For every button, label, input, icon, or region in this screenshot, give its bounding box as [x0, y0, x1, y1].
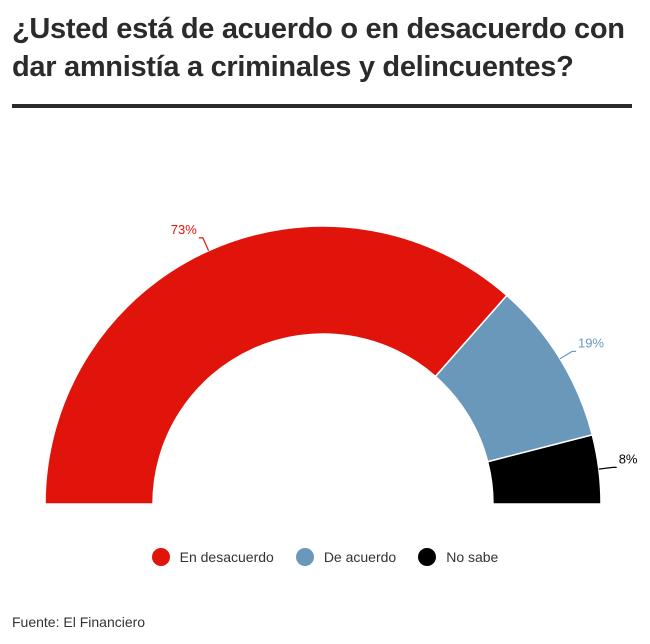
title-divider [12, 104, 632, 108]
legend-swatch-en-desacuerdo [151, 548, 170, 566]
legend-item-de-acuerdo: De acuerdo [295, 548, 397, 566]
legend-swatch-de-acuerdo [295, 548, 314, 566]
legend-label-de-acuerdo: De acuerdo [323, 549, 397, 565]
chart-title: ¿Usted está de acuerdo o en desacuerdo c… [12, 13, 625, 83]
legend-label-no-sabe: No sabe [446, 549, 499, 565]
leader-line-en-desacuerdo [198, 237, 210, 251]
source-note: Fuente: El Financiero [12, 614, 146, 630]
slice-en-desacuerdo [44, 225, 508, 505]
legend-item-no-sabe: No sabe [418, 548, 498, 566]
legend-item-en-desacuerdo: En desacuerdo [151, 548, 274, 566]
legend-swatch-no-sabe [418, 548, 437, 566]
legend: En desacuerdo De acuerdo No sabe [0, 548, 650, 566]
slice-no-sabe [486, 433, 602, 505]
semi-donut-chart: 73% 19% 8% [44, 222, 638, 505]
leader-line-de-acuerdo [559, 350, 576, 360]
leader-line-no-sabe [598, 466, 617, 470]
data-label-no-sabe: 8% [619, 451, 638, 466]
data-label-de-acuerdo: 19% [578, 335, 604, 350]
legend-label-en-desacuerdo: En desacuerdo [179, 549, 274, 565]
data-label-en-desacuerdo: 73% [171, 222, 197, 237]
